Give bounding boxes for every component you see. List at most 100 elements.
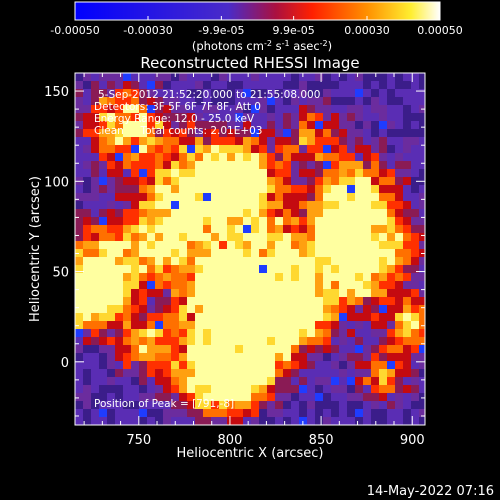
- heatmap-cell: [179, 409, 187, 417]
- heatmap-cell: [347, 281, 355, 289]
- heatmap-cell: [171, 313, 179, 321]
- heatmap-cell: [163, 177, 171, 185]
- heatmap-cell: [259, 377, 267, 385]
- heatmap-cell: [283, 249, 291, 257]
- heatmap-cell: [283, 241, 291, 249]
- heatmap-cell: [315, 169, 323, 177]
- heatmap-cell: [187, 305, 195, 313]
- heatmap-cell: [83, 161, 91, 169]
- heatmap-cell: [195, 273, 203, 281]
- heatmap-cell: [131, 209, 139, 217]
- heatmap-cell: [243, 121, 251, 129]
- heatmap-cell: [355, 329, 363, 337]
- heatmap-cell: [163, 329, 171, 337]
- heatmap-cell: [403, 361, 411, 369]
- heatmap-cell: [251, 241, 259, 249]
- heatmap-cell: [179, 137, 187, 145]
- heatmap-cell: [315, 249, 323, 257]
- heatmap-cell: [163, 401, 171, 409]
- heatmap-cell: [83, 97, 91, 105]
- heatmap-cell: [155, 329, 163, 337]
- heatmap-cell: [203, 265, 211, 273]
- heatmap-cell: [347, 337, 355, 345]
- heatmap-cell: [219, 177, 227, 185]
- heatmap-cell: [251, 265, 259, 273]
- heatmap-cell: [91, 193, 99, 201]
- heatmap-cell: [75, 249, 83, 257]
- heatmap-cell: [275, 129, 283, 137]
- heatmap-cell: [91, 345, 99, 353]
- heatmap-cell: [363, 81, 371, 89]
- heatmap-cell: [355, 217, 363, 225]
- heatmap-cell: [387, 161, 395, 169]
- heatmap-cell: [395, 73, 403, 81]
- heatmap-cell: [291, 337, 299, 345]
- heatmap-cell: [91, 241, 99, 249]
- heatmap-cell: [355, 273, 363, 281]
- heatmap-cell: [115, 313, 123, 321]
- heatmap-cell: [171, 105, 179, 113]
- heatmap-cell: [363, 113, 371, 121]
- heatmap-cell: [147, 113, 155, 121]
- heatmap-cell: [219, 89, 227, 97]
- heatmap-cell: [267, 201, 275, 209]
- heatmap-cell: [379, 265, 387, 273]
- heatmap-cell: [99, 241, 107, 249]
- heatmap-cell: [227, 225, 235, 233]
- heatmap-cell: [419, 89, 425, 97]
- heatmap-cell: [387, 289, 395, 297]
- heatmap-cell: [139, 89, 147, 97]
- heatmap-cell: [251, 201, 259, 209]
- heatmap-cell: [171, 81, 179, 89]
- heatmap-cell: [115, 169, 123, 177]
- heatmap-cell: [139, 177, 147, 185]
- heatmap-cell: [155, 265, 163, 273]
- heatmap-cell: [259, 329, 267, 337]
- heatmap-cell: [99, 377, 107, 385]
- heatmap-cell: [123, 145, 131, 153]
- heatmap-cell: [419, 385, 425, 393]
- heatmap-cell: [275, 73, 283, 81]
- heatmap-cell: [355, 257, 363, 265]
- heatmap-cell: [163, 241, 171, 249]
- heatmap-cell: [387, 97, 395, 105]
- heatmap-cell: [355, 153, 363, 161]
- heatmap-cell: [171, 97, 179, 105]
- heatmap-cell: [219, 377, 227, 385]
- heatmap-cell: [323, 241, 331, 249]
- heatmap-cell: [299, 225, 307, 233]
- heatmap-cell: [123, 201, 131, 209]
- heatmap-cell: [403, 329, 411, 337]
- heatmap-cell: [91, 169, 99, 177]
- heatmap-cell: [219, 113, 227, 121]
- heatmap-cell: [291, 417, 299, 425]
- heatmap-cell: [403, 401, 411, 409]
- heatmap-cell: [267, 225, 275, 233]
- heatmap-cell: [347, 169, 355, 177]
- heatmap-cell: [195, 313, 203, 321]
- heatmap-cell: [203, 153, 211, 161]
- heatmap-cell: [75, 281, 83, 289]
- heatmap-cell: [203, 417, 211, 425]
- heatmap-cell: [331, 305, 339, 313]
- heatmap-cell: [83, 145, 91, 153]
- heatmap-cell: [195, 393, 203, 401]
- heatmap-cell: [315, 209, 323, 217]
- heatmap-cell: [227, 273, 235, 281]
- heatmap-cell: [139, 137, 147, 145]
- heatmap-cell: [155, 105, 163, 113]
- heatmap-cell: [131, 105, 139, 113]
- heatmap-cell: [91, 281, 99, 289]
- heatmap-cell: [91, 409, 99, 417]
- heatmap-cell: [275, 81, 283, 89]
- heatmap-cell: [363, 265, 371, 273]
- heatmap-cell: [235, 353, 243, 361]
- heatmap-cell: [275, 153, 283, 161]
- heatmap-cell: [291, 193, 299, 201]
- heatmap-cell: [235, 129, 243, 137]
- heatmap-cell: [235, 137, 243, 145]
- heatmap-cell: [339, 153, 347, 161]
- heatmap-cell: [75, 353, 83, 361]
- heatmap-cell: [147, 121, 155, 129]
- heatmap-cell: [315, 201, 323, 209]
